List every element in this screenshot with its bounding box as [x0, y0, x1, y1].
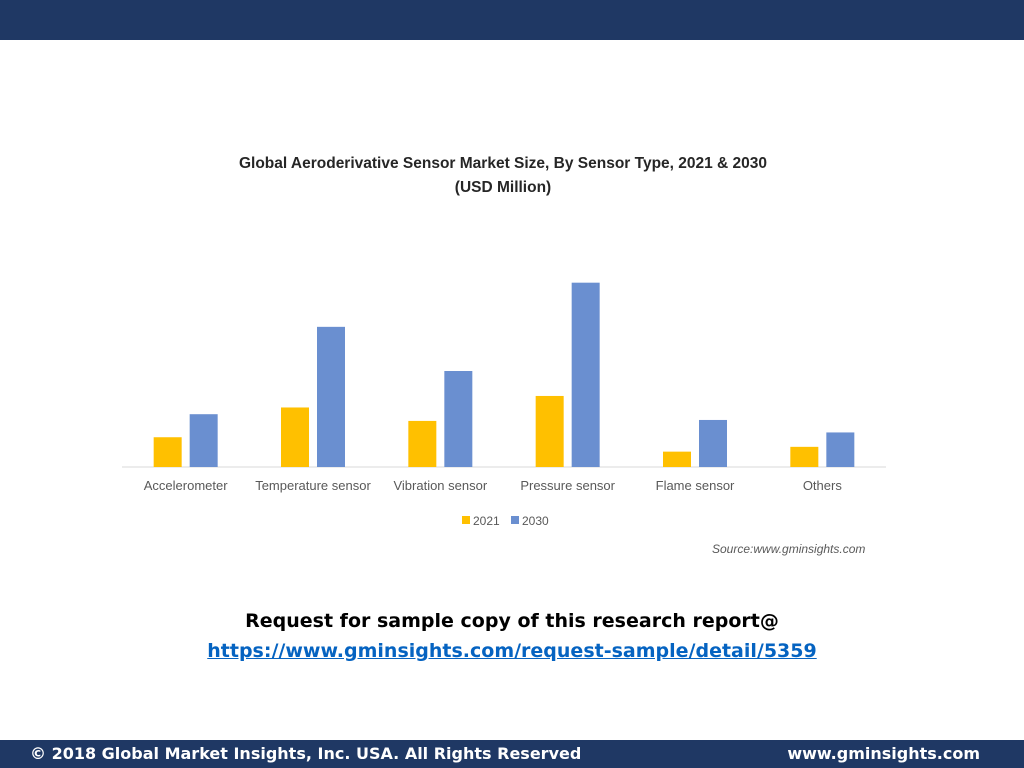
legend-label-2030: 2030: [522, 514, 549, 528]
x-tick-label: Flame sensor: [656, 478, 735, 493]
bar-2030-others: [826, 432, 855, 467]
request-sample-link[interactable]: https://www.gminsights.com/request-sampl…: [207, 640, 817, 662]
x-tick-label: Pressure sensor: [520, 478, 615, 493]
request-sample-link-container: https://www.gminsights.com/request-sampl…: [0, 640, 1024, 662]
bar-2030-vibration-sensor: [444, 371, 473, 467]
x-tick-label: Temperature sensor: [255, 478, 371, 493]
x-tick-label: Others: [803, 478, 843, 493]
footer-copyright: © 2018 Global Market Insights, Inc. USA.…: [30, 744, 582, 763]
chart-title: Global Aeroderivative Sensor Market Size…: [238, 155, 768, 172]
legend-label-2021: 2021: [473, 514, 500, 528]
bar-2021-flame-sensor: [663, 451, 691, 467]
bar-2030-temperature-sensor: [317, 326, 345, 467]
bar-2030-accelerometer: [189, 414, 218, 467]
bar-2021-others: [790, 446, 819, 467]
bar-2021-vibration-sensor: [408, 420, 437, 467]
header-bar: [0, 0, 1024, 40]
bar-2030-pressure-sensor: [571, 282, 600, 467]
bar-2021-temperature-sensor: [281, 407, 309, 467]
footer-bar: © 2018 Global Market Insights, Inc. USA.…: [0, 740, 1024, 768]
legend-swatch-2021: [462, 516, 470, 524]
chart-source: Source:www.gminsights.com: [712, 542, 866, 556]
bar-chart: Accelerometer Temperature sensor Vibration…: [122, 282, 886, 528]
footer-website: www.gminsights.com: [787, 744, 980, 763]
bar-2021-accelerometer: [153, 437, 182, 467]
request-sample-text: Request for sample copy of this research…: [245, 610, 779, 632]
x-tick-label: Accelerometer: [144, 478, 228, 493]
x-tick-label: Vibration sensor: [393, 478, 487, 493]
bar-2030-flame-sensor: [699, 419, 727, 467]
legend-swatch-2030: [511, 516, 519, 524]
chart-subtitle: (USD Million): [454, 179, 552, 196]
bar-2021-pressure-sensor: [535, 395, 564, 467]
